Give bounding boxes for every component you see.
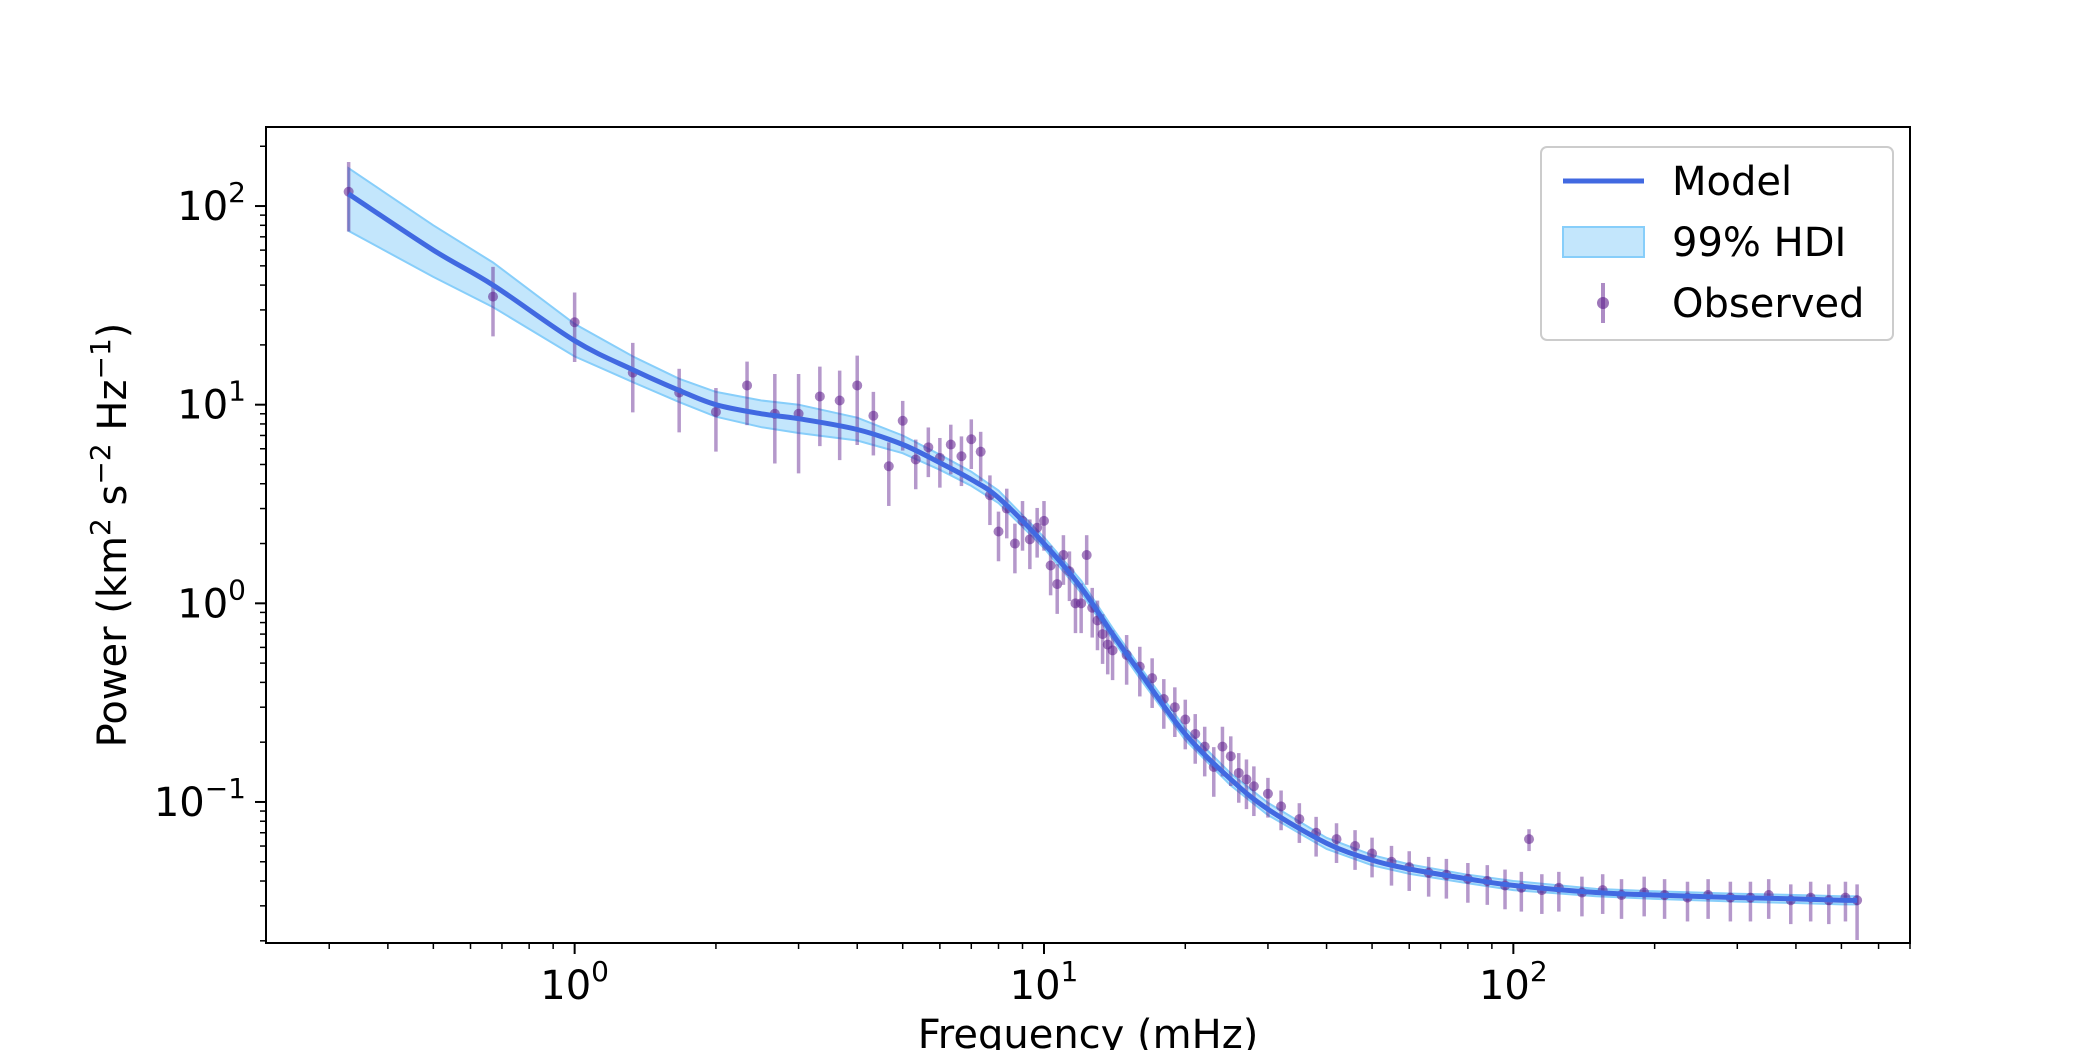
- observed-point: [1294, 814, 1305, 825]
- x-axis-label: Frequency (mHz): [918, 1012, 1259, 1050]
- observed-point: [1038, 515, 1049, 526]
- observed-point: [710, 406, 721, 417]
- observed-point: [1331, 834, 1342, 845]
- y-axis-label-part-b: s: [90, 485, 136, 519]
- legend-model-label: Model: [1672, 159, 1792, 205]
- observed-point: [1217, 741, 1228, 752]
- y-axis-label: Power (km2 s−2 Hz−1): [84, 323, 136, 748]
- observed-point: [1367, 848, 1378, 859]
- observed-point: [569, 317, 580, 328]
- observed-point: [868, 410, 879, 421]
- y-axis-label-part-d: ): [90, 323, 136, 339]
- observed-point: [852, 380, 863, 391]
- observed-point: [1058, 550, 1069, 561]
- y-tick-label: 10−1: [154, 772, 246, 826]
- observed-point: [814, 391, 825, 402]
- observed-point: [1107, 645, 1118, 656]
- observed-point: [910, 454, 921, 465]
- observed-point: [1009, 538, 1020, 549]
- observed-point: [488, 291, 499, 302]
- observed-point: [993, 526, 1004, 537]
- x-axis-ticks: 100 101 102: [328, 943, 1911, 1009]
- model-line: [347, 191, 1858, 903]
- y-axis-ticks: 10−1 100 101 102: [154, 145, 266, 942]
- observed-point: [1190, 728, 1201, 739]
- observed-point: [742, 380, 753, 391]
- model-line-layer: [347, 191, 1858, 903]
- observed-point: [923, 442, 934, 453]
- observed-point: [1180, 714, 1191, 725]
- observed-point: [1248, 781, 1259, 792]
- observed-point: [945, 439, 956, 450]
- observed-point: [1225, 751, 1236, 762]
- legend-observed-label: Observed: [1672, 281, 1864, 327]
- y-axis-label-exp-c: −1: [84, 338, 117, 379]
- observed-point: [897, 415, 908, 426]
- legend-box: [1540, 146, 1894, 341]
- x-tick-label: 101: [1010, 955, 1079, 1009]
- x-tick-label: 102: [1479, 955, 1548, 1009]
- observed-point: [834, 395, 845, 406]
- observed-point: [1241, 774, 1252, 785]
- observed-point: [1350, 841, 1361, 852]
- legend: Model 99% HDI Observed: [1540, 146, 1894, 341]
- observed-point: [975, 446, 986, 457]
- observed-point: [1233, 767, 1244, 778]
- legend-hdi-swatch: [1562, 226, 1645, 258]
- observed-point: [1052, 579, 1063, 590]
- x-tick-label: 100: [540, 955, 609, 1009]
- observed-point: [883, 461, 894, 472]
- observed-point: [966, 434, 977, 445]
- observed-point: [1524, 834, 1535, 845]
- observed-point: [1262, 788, 1273, 799]
- y-tick-label: 100: [177, 573, 246, 627]
- observed-point: [1169, 702, 1180, 713]
- y-axis-label-part-c: Hz: [90, 380, 136, 444]
- observed-point: [956, 451, 967, 462]
- observed-point: [1097, 629, 1108, 640]
- y-axis-label-exp-a: 2: [84, 518, 117, 536]
- y-tick-label: 102: [177, 176, 246, 230]
- observed-point: [1147, 673, 1158, 684]
- y-axis-label-exp-b: −2: [84, 443, 117, 484]
- observed-point: [1076, 598, 1087, 609]
- legend-hdi-label: 99% HDI: [1672, 220, 1846, 266]
- y-axis-label-part-a: Power (km: [90, 536, 136, 747]
- y-tick-label: 101: [177, 375, 246, 429]
- observed-point: [1081, 550, 1092, 561]
- observed-point: [1024, 534, 1035, 545]
- plot-frame: [265, 126, 1911, 944]
- observed-point: [1045, 560, 1056, 571]
- legend-observed-marker: [1597, 297, 1609, 309]
- observed-point: [1276, 801, 1287, 812]
